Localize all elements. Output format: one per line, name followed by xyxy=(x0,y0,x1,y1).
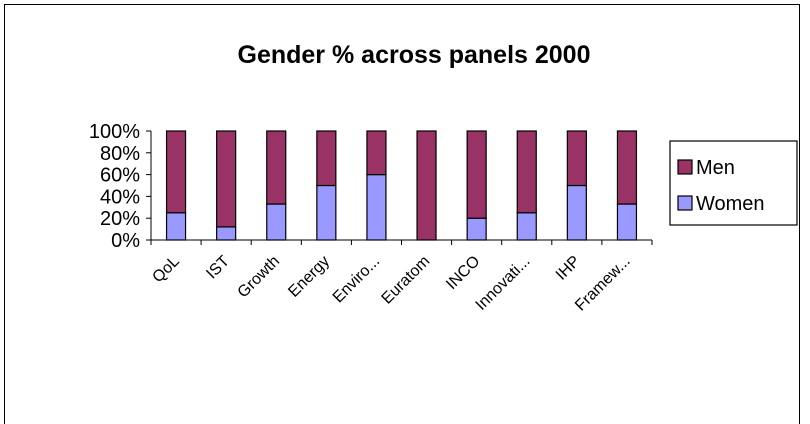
bar-women-6 xyxy=(466,217,487,241)
bar-women-1 xyxy=(216,226,237,241)
x-tick-label: Growth xyxy=(235,253,283,301)
x-tick-label: IST xyxy=(203,253,233,283)
plot-area: 0%20%40%60%80%100% QoL IST Growth EnergyEnvi… xyxy=(89,121,653,315)
x-tick-label: IHP xyxy=(553,253,584,284)
y-tick-label: 80% xyxy=(100,143,140,165)
bar-men-0 xyxy=(165,130,187,214)
bar-men-4 xyxy=(366,130,387,176)
bar-women-4 xyxy=(366,174,387,241)
x-tick-label: Innovati... xyxy=(473,253,534,314)
bar-women-3 xyxy=(316,184,337,241)
bar-men-1 xyxy=(216,130,237,228)
bar-men-8 xyxy=(566,130,587,187)
legend-label-women: Women xyxy=(696,193,765,215)
legend-label-men: Men xyxy=(696,157,735,179)
x-tick-label: Energy xyxy=(285,253,333,301)
bar-men-5 xyxy=(416,130,437,241)
bar-men-7 xyxy=(516,130,537,214)
bar-men-3 xyxy=(316,130,337,187)
y-tick-label: 20% xyxy=(100,208,140,230)
y-tick-label: 40% xyxy=(100,186,140,208)
bar-women-7 xyxy=(516,212,537,241)
x-tick-label: Enviro... xyxy=(330,253,384,307)
y-tick-label: 100% xyxy=(89,121,140,143)
chart-title: Gender % across panels 2000 xyxy=(238,41,591,69)
legend-box xyxy=(669,140,798,226)
x-tick-label: Euratom xyxy=(379,253,434,308)
x-tick-label: INCO xyxy=(443,253,483,293)
bar-men-2 xyxy=(266,130,287,205)
x-tick-label: QoL xyxy=(149,253,182,286)
bar-women-8 xyxy=(566,184,587,241)
legend: Men Women xyxy=(669,140,798,226)
x-tick-label: Framew... xyxy=(572,253,634,315)
legend-swatch-men xyxy=(677,159,693,175)
chart-frame xyxy=(4,4,800,424)
bar-men-6 xyxy=(466,130,487,219)
y-tick-label: 60% xyxy=(100,165,140,187)
y-tick-label: 0% xyxy=(111,230,140,252)
bar-women-2 xyxy=(266,203,287,241)
bar-women-0 xyxy=(165,212,187,241)
bar-women-9 xyxy=(616,203,638,241)
legend-swatch-women xyxy=(677,195,693,211)
bar-men-9 xyxy=(616,130,638,205)
